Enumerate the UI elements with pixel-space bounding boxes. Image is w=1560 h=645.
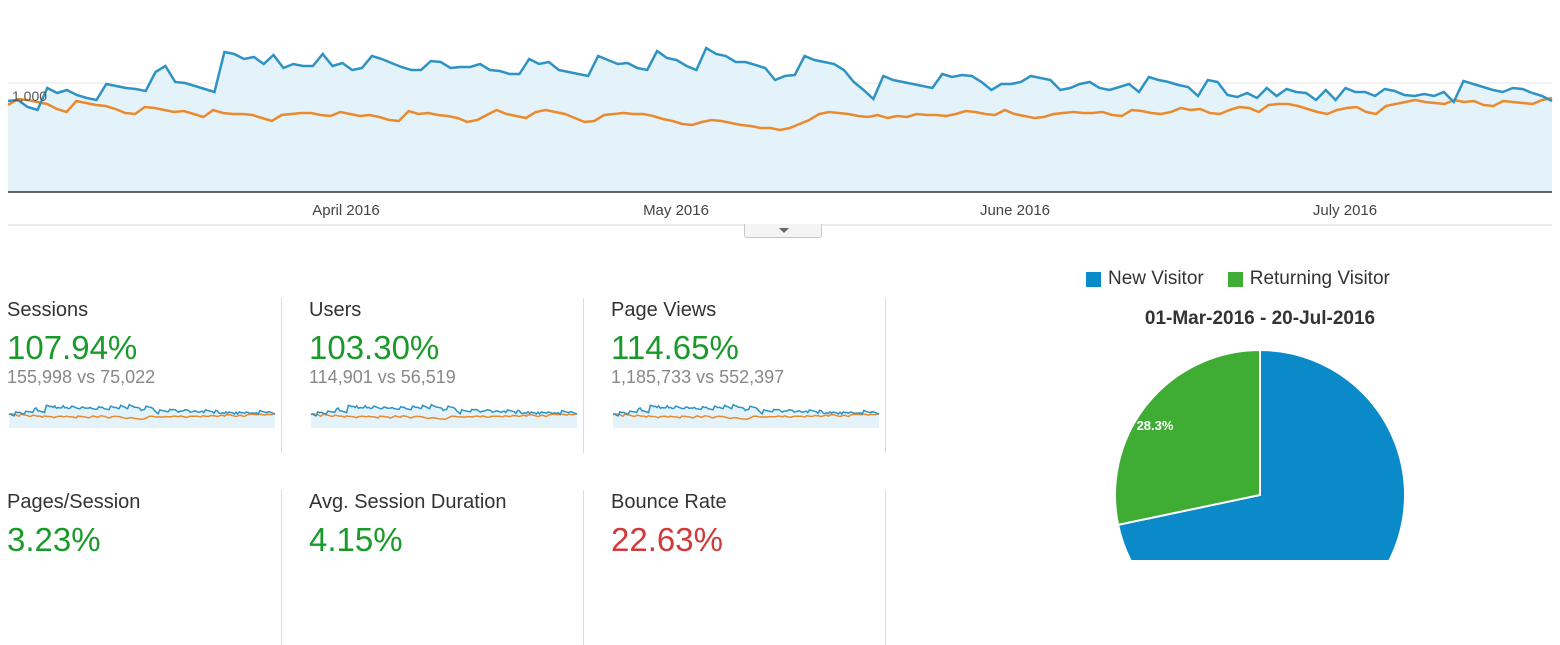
pie-slice-label: 28.3%: [1137, 418, 1174, 433]
metric-users[interactable]: Users 103.30% 114,901 vs 56,519: [302, 298, 584, 453]
metric-avg-session-duration[interactable]: Avg. Session Duration 4.15%: [302, 490, 584, 645]
metric-value: 114.65%: [611, 329, 739, 366]
pie-slice-returning-visitor[interactable]: [1114, 348, 1261, 527]
metric-comparison: 155,998 vs 75,022: [7, 367, 156, 387]
metric-value: 3.23%: [7, 521, 101, 558]
sessions-sparkline: [8, 403, 276, 428]
sessions-line-chart: 1,000 April 2016 May 2016 June 2016 July…: [0, 0, 1560, 230]
pie-slice-new-visitor[interactable]: [1116, 348, 1407, 560]
metric-title: Users: [309, 299, 362, 321]
legend-swatch: [1086, 271, 1101, 287]
visitor-type-pie-chart: 28.3%: [1114, 348, 1407, 560]
users-sparkline: [310, 403, 578, 428]
x-tick-july: July 2016: [1313, 202, 1377, 219]
sparkline-previous: [310, 412, 578, 421]
sparkline-area: [9, 404, 275, 428]
sparkline-area: [311, 404, 577, 428]
metric-value: 103.30%: [309, 329, 440, 366]
page-views-sparkline: [612, 403, 880, 428]
metric-value: 4.15%: [309, 521, 403, 558]
metric-comparison: 1,185,733 vs 552,397: [611, 367, 785, 387]
metric-sessions[interactable]: Sessions 107.94% 155,998 vs 75,022: [0, 298, 282, 453]
metric-comparison: 114,901 vs 56,519: [309, 367, 456, 387]
metric-page-views[interactable]: Page Views 114.65% 1,185,733 vs 552,397: [604, 298, 886, 453]
sparkline-previous: [8, 412, 276, 421]
legend-swatch: [1227, 271, 1243, 287]
sparkline-current: [8, 403, 276, 417]
metric-title: Bounce Rate: [611, 491, 727, 513]
current-period-line: [7, 46, 1553, 112]
sparkline-area: [613, 404, 879, 428]
chevron-down-icon: [779, 228, 789, 233]
chart-collapse-toggle[interactable]: [744, 224, 822, 238]
x-tick-june: June 2016: [980, 202, 1050, 219]
metric-title: Sessions: [7, 299, 89, 321]
legend-item-new-visitor[interactable]: New Visitor: [1086, 268, 1204, 290]
metric-value: 22.63%: [611, 521, 723, 558]
legend-item-returning-visitor[interactable]: Returning Visitor: [1227, 268, 1390, 290]
metric-title: Avg. Session Duration: [309, 491, 507, 513]
sparkline-current: [310, 403, 578, 417]
metric-title: Pages/Session: [7, 491, 141, 513]
previous-period-line: [7, 96, 1553, 132]
x-tick-may: May 2016: [643, 202, 709, 219]
pie-title: 01-Mar-2016 - 20-Jul-2016: [1144, 308, 1376, 329]
sparkline-current: [612, 403, 880, 417]
metric-value: 107.94%: [7, 329, 138, 366]
legend-label: New Visitor: [1108, 268, 1204, 289]
pie-legend: New Visitor Returning Visitor: [1086, 267, 1414, 291]
legend-label: Returning Visitor: [1249, 268, 1390, 289]
metric-bounce-rate[interactable]: Bounce Rate 22.63%: [604, 490, 886, 645]
y-tick-label: 1,000: [12, 88, 47, 104]
metric-title: Page Views: [611, 299, 717, 321]
current-period-area: [8, 48, 1552, 192]
metric-pages-per-session[interactable]: Pages/Session 3.23%: [0, 490, 282, 645]
x-tick-april: April 2016: [312, 202, 380, 219]
sparkline-previous: [612, 412, 880, 421]
